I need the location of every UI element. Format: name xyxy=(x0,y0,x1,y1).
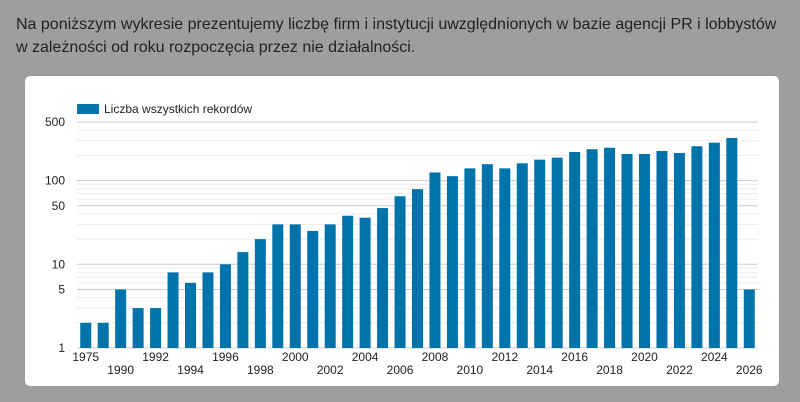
x-tick-label: 2026 xyxy=(736,363,763,377)
bar xyxy=(656,150,668,348)
x-tick-label: 1990 xyxy=(107,363,134,377)
bar xyxy=(150,308,162,348)
bar xyxy=(97,322,109,348)
bar xyxy=(167,272,179,348)
bar xyxy=(499,168,511,348)
bar xyxy=(377,208,389,348)
x-tick-label: 2020 xyxy=(631,350,658,364)
bar xyxy=(80,322,92,348)
x-tick-label: 2016 xyxy=(561,350,588,364)
bar xyxy=(202,272,214,348)
bar xyxy=(429,172,441,348)
bar xyxy=(446,176,458,348)
bar xyxy=(237,252,249,348)
intro-text: Na poniższym wykresie prezentujemy liczb… xyxy=(16,16,777,56)
bar xyxy=(342,215,354,348)
bar xyxy=(691,146,703,348)
bar xyxy=(708,142,720,348)
bar xyxy=(412,189,423,348)
x-tick-label: 2018 xyxy=(596,363,623,377)
x-tick-label: 2004 xyxy=(352,350,379,364)
bar xyxy=(743,289,755,348)
x-tick-label: 2024 xyxy=(701,350,728,364)
y-tick-label: 5 xyxy=(58,282,65,296)
bar xyxy=(726,137,738,348)
bar xyxy=(481,164,493,348)
bar xyxy=(551,157,563,348)
bar xyxy=(534,159,546,348)
bar xyxy=(272,224,284,348)
bar xyxy=(132,308,144,348)
x-tick-label: 2012 xyxy=(491,350,518,364)
bar xyxy=(254,239,266,348)
x-tick-label: 1998 xyxy=(247,363,274,377)
bar xyxy=(464,168,476,348)
bar xyxy=(115,289,127,348)
bar xyxy=(324,224,336,348)
x-tick-label: 2006 xyxy=(387,363,414,377)
bar xyxy=(516,163,528,348)
y-tick-label: 500 xyxy=(45,115,65,129)
x-tick-label: 2000 xyxy=(282,350,309,364)
bar xyxy=(394,196,406,348)
x-tick-label: 2014 xyxy=(526,363,553,377)
y-tick-label: 50 xyxy=(52,199,66,213)
y-tick-label: 100 xyxy=(45,174,65,188)
legend-label: Liczba wszystkich rekordów xyxy=(104,102,252,116)
bar xyxy=(307,230,319,348)
bar xyxy=(569,151,581,348)
x-tick-label: 1975 xyxy=(72,350,99,364)
legend-swatch xyxy=(77,104,99,114)
y-tick-label: 10 xyxy=(52,257,66,271)
y-tick-label: 1 xyxy=(58,341,65,355)
x-tick-label: 2010 xyxy=(457,363,484,377)
bar xyxy=(673,152,685,348)
bar xyxy=(219,264,231,348)
x-tick-label: 1994 xyxy=(177,363,204,377)
bar xyxy=(359,217,371,348)
bar xyxy=(586,149,598,348)
x-tick-label: 1992 xyxy=(142,350,169,364)
bar xyxy=(604,147,616,348)
bar xyxy=(185,282,196,348)
bar xyxy=(621,153,633,348)
x-tick-label: 2008 xyxy=(422,350,449,364)
x-tick-label: 1996 xyxy=(212,350,239,364)
x-tick-label: 2022 xyxy=(666,363,693,377)
bar xyxy=(289,224,301,348)
x-tick-label: 2002 xyxy=(317,363,344,377)
bar xyxy=(639,153,650,348)
